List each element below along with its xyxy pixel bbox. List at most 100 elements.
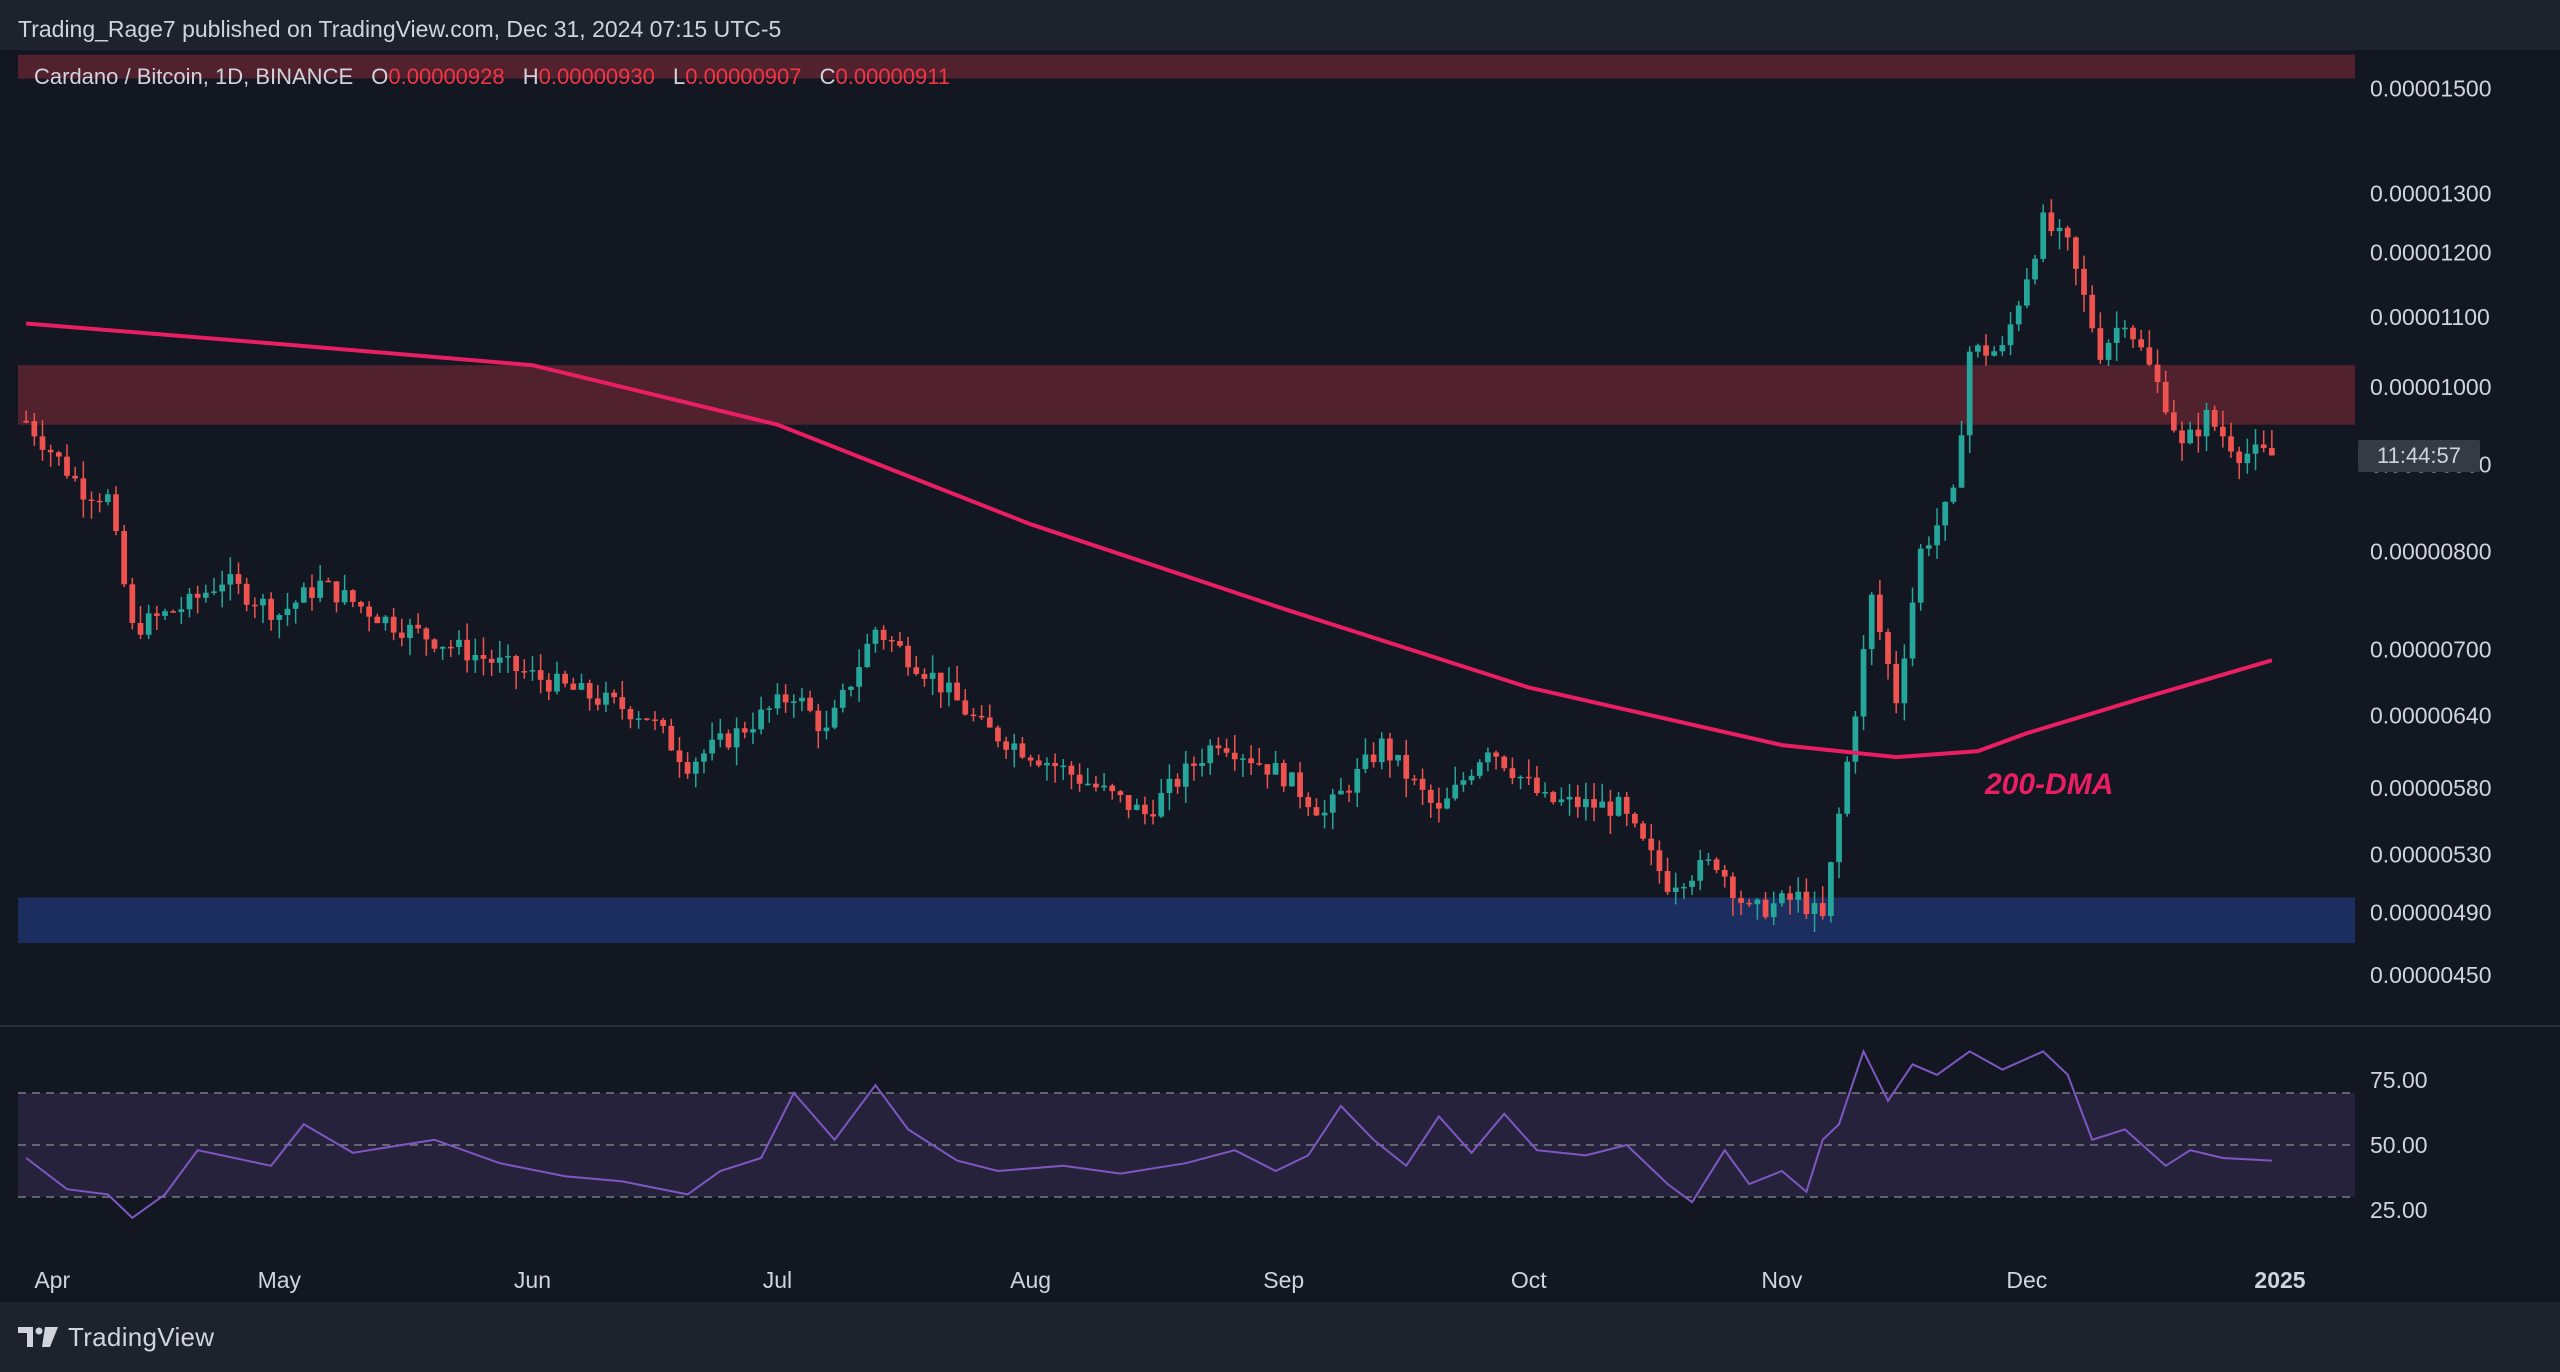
candle-body: [349, 590, 356, 603]
candle-body: [1027, 757, 1034, 761]
candle: [807, 690, 813, 713]
candle: [603, 681, 609, 713]
candle-body: [276, 615, 283, 620]
candle-body: [2032, 258, 2038, 280]
candle-body: [562, 673, 568, 684]
candle-body: [145, 613, 152, 635]
candle: [219, 570, 226, 608]
candle: [1770, 891, 1777, 926]
candle-body: [1681, 886, 1687, 889]
candle-body: [1133, 804, 1140, 810]
candle: [2252, 428, 2259, 471]
candle-body: [1485, 752, 1491, 763]
candle: [1378, 732, 1385, 770]
candle: [1485, 747, 1491, 772]
close-value: 0.00000911: [835, 64, 951, 89]
candle: [529, 655, 536, 681]
candle: [1762, 891, 1769, 920]
candle: [1133, 798, 1140, 811]
candle: [1052, 753, 1058, 783]
candle-body: [1052, 762, 1058, 767]
candle-body: [1231, 752, 1238, 760]
candle: [1150, 799, 1156, 825]
candle-body: [1754, 899, 1761, 905]
candle-body: [2187, 429, 2194, 444]
candle-body: [1909, 602, 1916, 659]
candle: [2236, 446, 2243, 480]
candle-body: [480, 655, 487, 659]
candle-body: [1623, 796, 1630, 814]
candle-body: [1844, 761, 1851, 814]
candle-body: [64, 456, 70, 476]
footer-brand[interactable]: TradingView: [68, 1321, 215, 1352]
candle-body: [1362, 754, 1369, 769]
candle: [888, 636, 895, 652]
candle: [1060, 759, 1067, 780]
candle-body: [1395, 754, 1401, 761]
candle: [1101, 772, 1107, 792]
candle: [1950, 484, 1957, 505]
candle-body: [774, 694, 781, 709]
candle-body: [897, 641, 903, 646]
candle-body: [831, 707, 838, 728]
support-zone-2: [18, 897, 2355, 944]
candle: [2244, 438, 2251, 474]
candle: [2162, 370, 2169, 415]
candle: [831, 699, 838, 730]
candle-body: [260, 598, 266, 606]
candle: [652, 711, 658, 731]
candle: [545, 673, 552, 701]
candle: [227, 557, 234, 601]
candle-body: [733, 728, 740, 748]
candle-body: [1125, 795, 1132, 810]
candle: [2122, 320, 2128, 338]
candle: [1476, 759, 1483, 779]
candle-body: [186, 593, 193, 610]
candle: [554, 661, 560, 695]
candle: [1828, 861, 1834, 923]
candle-body: [627, 709, 634, 720]
candle: [937, 672, 944, 709]
candle: [505, 644, 511, 673]
candle-body: [423, 628, 430, 640]
candle: [2138, 329, 2145, 351]
ohlc-legend: Cardano / Bitcoin, 1D, BINANCE O0.000009…: [34, 64, 950, 90]
candle: [398, 618, 405, 647]
candle-body: [317, 580, 324, 598]
candle: [186, 587, 193, 618]
price-axis-label: 0.00000580: [2370, 775, 2492, 801]
candle: [2179, 421, 2185, 461]
time-axis-label: Dec: [2006, 1267, 2047, 1293]
high-value: 0.00000930: [538, 64, 655, 89]
candle: [586, 679, 593, 711]
candle-body: [2146, 347, 2153, 365]
candle: [1697, 849, 1704, 891]
candle: [978, 705, 985, 721]
candle: [96, 493, 103, 513]
candle-body: [1574, 796, 1581, 808]
candle-body: [496, 657, 503, 663]
tradingview-logo-icon[interactable]: [18, 1325, 58, 1349]
candle: [464, 623, 470, 673]
candle-body: [227, 574, 234, 585]
candle-body: [1542, 792, 1548, 794]
candle: [1689, 875, 1695, 895]
candle-body: [1305, 797, 1312, 808]
candle-body: [1942, 501, 1949, 526]
candle: [1419, 768, 1426, 806]
candle: [1738, 890, 1744, 916]
candle: [1280, 759, 1287, 792]
candle: [1493, 750, 1499, 770]
candle-body: [1926, 545, 1932, 549]
candle: [839, 683, 846, 713]
candle: [766, 705, 773, 723]
candle-body: [178, 609, 185, 613]
candle-body: [750, 729, 756, 733]
candle: [1191, 756, 1197, 781]
candle: [1313, 798, 1320, 816]
chart-canvas[interactable]: 200-DMA 0.00001500 0.00001300 0.00001200 0.…: [0, 0, 2560, 1302]
rsi-axis-label: 25.00: [2370, 1197, 2428, 1223]
candle-body: [701, 753, 707, 762]
candle-body: [2219, 426, 2226, 437]
candle: [1011, 733, 1018, 768]
